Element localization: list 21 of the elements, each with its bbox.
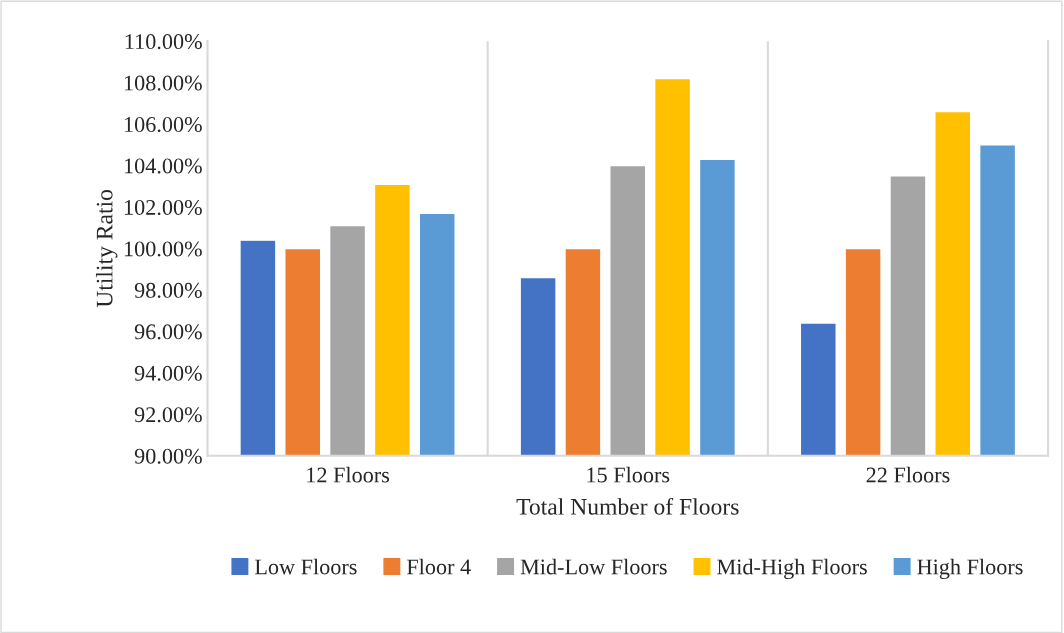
y-tick-label: 96.00% [134,324,202,340]
legend-label: Low Floors [254,558,357,575]
x-tick-label: 15 Floors [587,466,670,483]
y-tick-label: 94.00% [134,365,202,381]
y-tick-label: 110.00% [125,34,202,50]
y-tick-label: 90.00% [134,448,202,464]
x-axis-title: Total Number of Floors [516,497,739,515]
y-tick-label: 98.00% [134,282,202,298]
y-tick-label: 108.00% [124,75,202,91]
x-tick-label: 22 Floors [866,466,950,483]
x-tick-label: 12 Floors [307,466,390,483]
y-tick-label: 92.00% [134,407,202,423]
legend-label: Floor 4 [406,558,471,575]
legend-label: Mid-High Floors [717,558,867,580]
legend-label: High Floors [917,558,1023,580]
y-tick-label: 100.00% [124,241,202,257]
legend-label: Mid-Low Floors [520,558,667,575]
y-tick-label: 106.00% [124,117,202,133]
y-axis-title: Utility Ratio [95,190,118,308]
y-tick-label: 104.00% [124,158,202,174]
y-tick-label: 102.00% [124,199,202,216]
